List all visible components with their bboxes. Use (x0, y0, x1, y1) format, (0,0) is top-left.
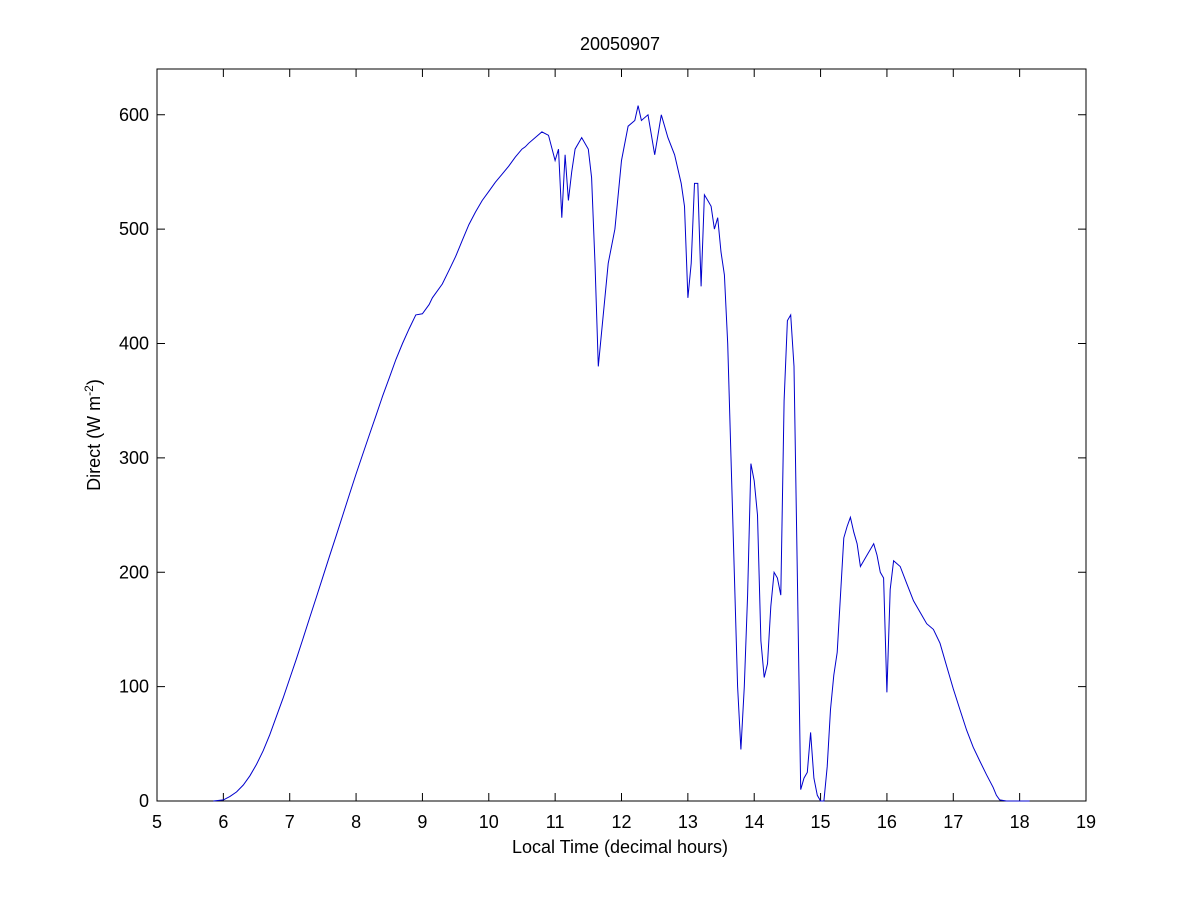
x-tick-label: 17 (943, 812, 963, 832)
x-axis-label: Local Time (decimal hours) (512, 837, 728, 857)
y-tick-label: 400 (119, 334, 149, 354)
x-tick-label: 8 (351, 812, 361, 832)
y-tick-label: 0 (139, 791, 149, 811)
x-tick-label: 16 (877, 812, 897, 832)
x-tick-label: 6 (218, 812, 228, 832)
x-tick-label: 11 (546, 812, 565, 832)
x-tick-label: 5 (152, 812, 162, 832)
y-tick-label: 600 (119, 105, 149, 125)
x-tick-label: 18 (1010, 812, 1030, 832)
axis-ticks: 5 6 7 8 9 10 11 12 13 14 15 16 17 18 19 0 100 200 300 400 50… (119, 69, 1096, 832)
series-line (213, 105, 1030, 802)
x-tick-label: 19 (1076, 812, 1096, 832)
chart-title: 20050907 (580, 34, 660, 54)
x-tick-label: 10 (479, 812, 499, 832)
y-axis-label: Direct (W m-2) (82, 379, 104, 491)
y-axis-label-superscript: -2 (82, 385, 96, 396)
x-tick-label: 9 (417, 812, 427, 832)
x-tick-label: 7 (285, 812, 295, 832)
x-tick-label: 12 (611, 812, 631, 832)
y-tick-label: 500 (119, 219, 149, 239)
x-tick-label: 13 (678, 812, 698, 832)
y-tick-label: 200 (119, 562, 149, 582)
y-axis-label-main: Direct (W m (84, 396, 104, 491)
y-tick-label: 300 (119, 448, 149, 468)
x-tick-label: 15 (811, 812, 831, 832)
y-tick-label: 100 (119, 677, 149, 697)
y-axis-label-close: ) (84, 379, 104, 385)
x-tick-label: 14 (744, 812, 764, 832)
